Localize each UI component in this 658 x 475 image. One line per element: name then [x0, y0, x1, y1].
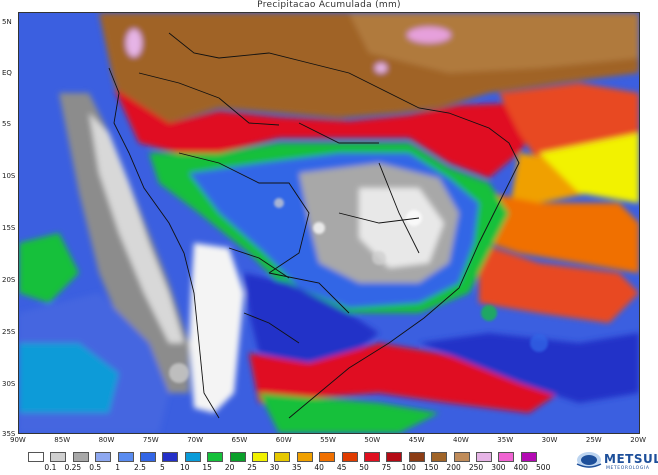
lat-label-30s: 30S — [2, 380, 16, 388]
legend-label: 45 — [336, 463, 347, 472]
lat-label-25s: 25S — [2, 328, 16, 336]
lon-label: 35W — [497, 436, 514, 444]
legend-swatch — [95, 452, 112, 462]
lat-label-5s: 5S — [2, 120, 11, 128]
legend-swatch — [476, 452, 492, 462]
legend-label: 0.5 — [89, 463, 102, 472]
legend-swatch — [431, 452, 448, 462]
lon-label: 90W — [10, 436, 26, 444]
legend-label: 200 — [446, 463, 461, 472]
legend-label: 300 — [491, 463, 506, 472]
metsul-logo-icon — [576, 452, 602, 468]
legend-label: 40 — [314, 463, 324, 472]
brand-subtitle: METEOROLOGIA — [606, 466, 650, 471]
lon-label: 70W — [187, 436, 204, 444]
legend-swatch — [319, 452, 336, 462]
legend-swatch — [386, 452, 403, 462]
legend-swatch — [453, 452, 470, 462]
brand-name: METSUL — [604, 452, 658, 466]
lon-label: 65W — [231, 436, 248, 444]
lon-label: 45W — [408, 436, 425, 444]
legend-label: 150 — [424, 463, 439, 472]
lat-label-20s: 20S — [2, 276, 16, 284]
legend-swatch — [252, 452, 268, 462]
lon-label: 55W — [320, 436, 336, 444]
legend-label: 20 — [224, 463, 235, 472]
lat-label-5n: 5N — [2, 18, 12, 26]
lat-label-eq: EQ — [2, 69, 12, 77]
lon-label: 75W — [142, 436, 159, 444]
legend-swatch — [50, 452, 67, 462]
legend-label: 250 — [468, 463, 484, 472]
legend-swatch — [184, 452, 201, 462]
legend-label: 2.5 — [134, 463, 146, 472]
precipitation-map[interactable] — [18, 12, 640, 434]
legend-swatch — [296, 452, 313, 462]
legend-swatch — [520, 452, 537, 462]
lon-label: 85W — [54, 436, 71, 444]
legend-swatch — [28, 452, 44, 462]
lon-label: 25W — [585, 436, 602, 444]
map-title: Precipitacao Acumulada (mm) — [257, 0, 401, 10]
legend-swatch — [162, 452, 179, 462]
lat-label-35s: 35S — [2, 430, 16, 438]
lon-label: 80W — [98, 436, 115, 444]
legend-label: 75 — [381, 463, 392, 472]
lat-label-10s: 10S — [2, 172, 16, 180]
legend-label: 0.25 — [64, 463, 82, 472]
legend-label: 400 — [513, 463, 528, 472]
legend-swatch — [72, 452, 89, 462]
lon-label: 60W — [275, 436, 292, 444]
legend-label: 5 — [160, 463, 165, 472]
lon-label: 30W — [541, 436, 558, 444]
legend-label: 15 — [202, 463, 212, 472]
lon-label: 40W — [453, 436, 469, 444]
country-borders — [108, 32, 520, 419]
legend-swatch — [117, 452, 134, 462]
legend-swatch — [498, 452, 515, 462]
legend-label: 35 — [292, 463, 302, 472]
legend-swatch — [341, 452, 358, 462]
legend-swatch — [229, 452, 246, 462]
legend-swatch — [364, 452, 380, 462]
legend-label: 30 — [269, 463, 280, 472]
legend-swatch — [207, 452, 224, 462]
legend-label: 0.1 — [44, 463, 57, 472]
legend-swatch — [274, 452, 291, 462]
legend-label: 100 — [401, 463, 416, 472]
lon-label: 50W — [364, 436, 381, 444]
legend-label: 10 — [180, 463, 190, 472]
legend-swatch — [408, 452, 425, 462]
legend-label: 500 — [536, 463, 551, 472]
lat-label-15s: 15S — [2, 224, 16, 232]
precipitation-field — [19, 13, 639, 433]
legend-label: 50 — [359, 463, 369, 472]
legend-swatch — [140, 452, 156, 462]
lon-label: 20W — [630, 436, 647, 444]
legend-label: 25 — [247, 463, 257, 472]
legend-label: 1 — [115, 463, 120, 472]
